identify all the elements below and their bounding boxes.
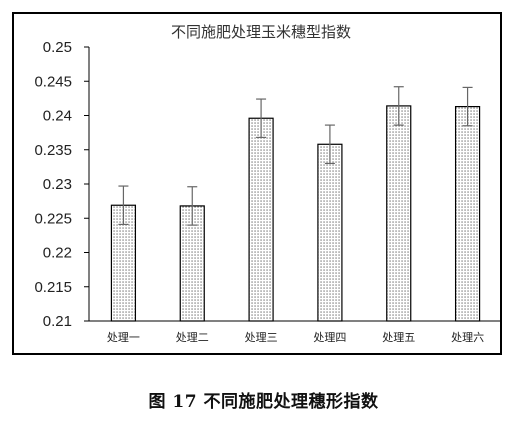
bar <box>248 117 274 322</box>
x-tick-label: 处理二 <box>176 331 209 344</box>
x-tick-label: 处理六 <box>451 331 484 344</box>
y-tick-label: 0.235 <box>34 142 72 159</box>
y-tick-label: 0.25 <box>43 39 72 56</box>
y-tick-label: 0.225 <box>34 210 72 227</box>
x-tick-label: 处理四 <box>313 331 346 344</box>
y-tick-label: 0.245 <box>34 73 72 90</box>
y-tick-label: 0.22 <box>43 245 72 262</box>
x-tick-label: 处理五 <box>382 331 415 344</box>
y-tick-label: 0.21 <box>43 313 72 330</box>
chart-frame: 不同施肥处理玉米穗型指数 0.21 0.215 0.22 0.225 0.23 0.235… <box>12 12 502 355</box>
bar <box>386 105 412 322</box>
y-tick-label: 0.215 <box>34 279 72 296</box>
y-tick-label: 0.23 <box>43 176 72 193</box>
y-axis-ticks: 0.21 0.215 0.22 0.225 0.23 0.235 0.24 0.245 0.25 <box>34 39 89 330</box>
x-axis-ticks: 处理一 处理二 处理三 处理四 处理五 处理六 <box>107 331 484 344</box>
figure-caption: 图 17 不同施肥处理穗形指数 <box>148 392 379 412</box>
x-tick-label: 处理一 <box>107 331 140 344</box>
bar <box>317 143 343 322</box>
axes <box>88 47 502 322</box>
bars <box>110 86 481 322</box>
bar-chart: 不同施肥处理玉米穗型指数 0.21 0.215 0.22 0.225 0.23 0.235… <box>34 23 502 344</box>
x-tick-label: 处理三 <box>245 331 278 344</box>
chart-title: 不同施肥处理玉米穗型指数 <box>171 23 351 41</box>
bar <box>454 105 481 322</box>
y-tick-label: 0.24 <box>43 108 72 125</box>
